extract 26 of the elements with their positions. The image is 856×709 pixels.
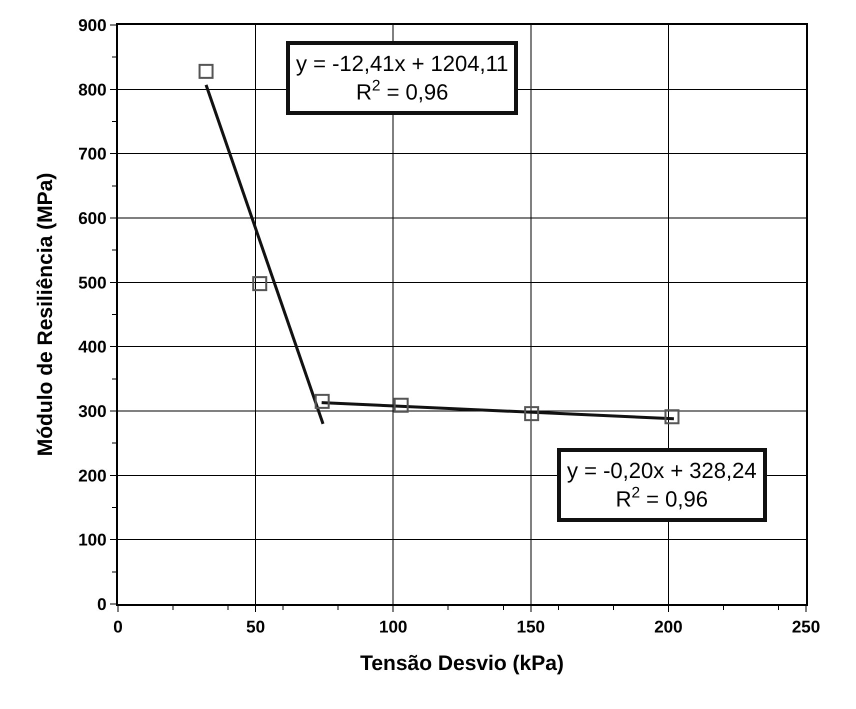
x-tick-label: 100 bbox=[379, 617, 408, 636]
x-tick-label: 50 bbox=[246, 617, 266, 636]
y-tick-label: 100 bbox=[78, 530, 107, 550]
y-tick-label: 900 bbox=[78, 16, 107, 35]
point bbox=[664, 409, 680, 424]
y-tick-label: 600 bbox=[78, 208, 107, 228]
annotation: y = -0,20x + 328,24 R$^{2}$ = 0,96 bbox=[567, 458, 757, 512]
x-tick-label: 150 bbox=[516, 617, 545, 636]
point bbox=[252, 276, 268, 292]
annotation: y = -12,41x + 1204,11 R$^{2}$ = 0,96 bbox=[296, 51, 508, 105]
point bbox=[198, 64, 214, 79]
x-axis-title: Tensão Desvio (kPa) bbox=[360, 652, 564, 676]
x-tick-label: 200 bbox=[654, 617, 683, 636]
y-tick-label: 800 bbox=[78, 80, 107, 100]
x-tick-label: 0 bbox=[113, 617, 123, 636]
y-tick-label: 500 bbox=[78, 273, 107, 292]
y-axis-title: Módulo de Resiliência (MPa) bbox=[34, 172, 57, 456]
y-tick-label: 0 bbox=[97, 594, 107, 614]
y-tick-label: 700 bbox=[78, 144, 107, 164]
y-tick-label: 200 bbox=[78, 466, 107, 486]
point bbox=[524, 406, 540, 422]
x-tick-label: 250 bbox=[792, 617, 820, 636]
y-tick-label: 400 bbox=[78, 338, 107, 357]
point bbox=[314, 394, 330, 409]
y-tick-label: 300 bbox=[78, 402, 107, 421]
point bbox=[394, 398, 409, 413]
